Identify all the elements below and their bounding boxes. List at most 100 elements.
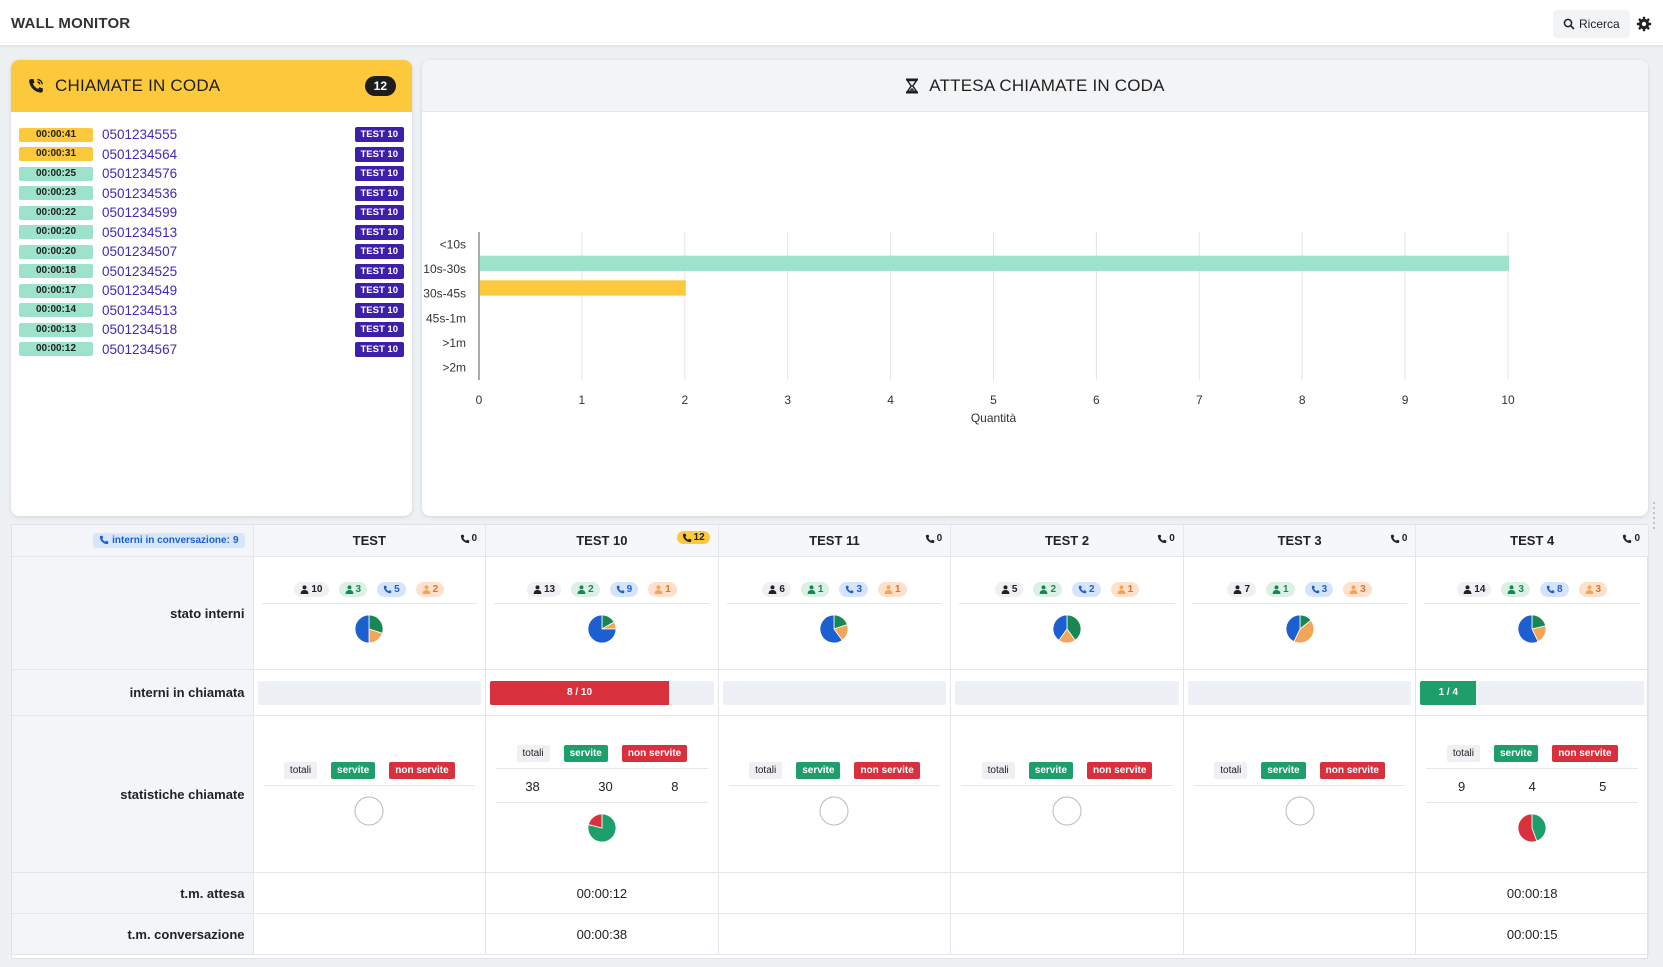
- agents-total-badge-value: 13: [543, 584, 556, 595]
- queue-tag: TEST 10: [354, 224, 404, 240]
- calls-unserved-value: 5: [1599, 779, 1607, 794]
- calls-total-value: 38: [525, 779, 540, 794]
- row-label-chiamata: interni in chiamata: [12, 669, 254, 716]
- call-stats-pie-wrap: [951, 786, 1183, 826]
- call-stats-pie-wrap: [486, 803, 718, 843]
- caller-number[interactable]: 0501234567: [102, 341, 178, 357]
- agents-pie-wrap: [951, 604, 1183, 644]
- avg-wait-cell: [718, 872, 952, 914]
- call-stats-divider: [1193, 785, 1406, 786]
- calls-unserved-label: non servite: [621, 745, 688, 762]
- caller-number[interactable]: 0501234564: [102, 146, 178, 162]
- in-conversation-count: 9: [232, 534, 239, 546]
- queued-call-row[interactable]: 00:00:20 0501234513 TEST 10: [19, 223, 404, 243]
- queued-call-row[interactable]: 00:00:22 0501234599 TEST 10: [19, 203, 404, 223]
- queue-card-header: CHIAMATE IN CODA 12: [11, 60, 412, 112]
- calls-unserved-label: non servite: [854, 762, 920, 779]
- agents-total-badge-value: 5: [1011, 584, 1018, 595]
- user-icon: [577, 585, 586, 594]
- agents-free-badge-value: 1: [817, 584, 824, 595]
- queued-call-row[interactable]: 00:00:20 0501234507 TEST 10: [19, 242, 404, 262]
- agents-in-call-cell: 1 / 4: [1415, 669, 1649, 716]
- call-stats-pie-wrap: [719, 786, 951, 826]
- wait-time-badge: 00:00:22: [19, 205, 93, 220]
- gear-icon[interactable]: [1636, 16, 1652, 32]
- queue-column-header[interactable]: TEST 0: [253, 525, 487, 557]
- call-stats-values: 9 4 5: [1426, 768, 1638, 803]
- agents-in-call-fill: 1 / 4: [1420, 680, 1477, 705]
- agents-free-badge-value: 3: [355, 584, 362, 595]
- queue-column-header[interactable]: TEST 3 0: [1183, 525, 1417, 557]
- phone-icon: [1311, 585, 1319, 594]
- pie-slice: [1052, 614, 1068, 641]
- avg-wait-cell: [1183, 872, 1417, 914]
- agents-in-call-cell: [950, 669, 1184, 716]
- phone-icon: [616, 585, 624, 594]
- queue-name: TEST 10: [576, 533, 628, 548]
- queued-call-row[interactable]: 00:00:31 0501234564 TEST 10: [19, 145, 404, 165]
- caller-number[interactable]: 0501234518: [102, 322, 178, 338]
- queued-call-row[interactable]: 00:00:14 0501234513 TEST 10: [19, 301, 404, 321]
- agents-free-badge-value: 2: [1050, 584, 1057, 595]
- caller-number[interactable]: 0501234507: [102, 244, 178, 260]
- queued-call-row[interactable]: 00:00:12 0501234567 TEST 10: [19, 340, 404, 360]
- user-icon: [345, 585, 353, 594]
- agents-busy-badge-value: 3: [1360, 584, 1366, 595]
- queue-list: 00:00:41 0501234555 TEST 10 00:00:31 0501234…: [11, 112, 412, 359]
- wait-chart-card: ATTESA CHIAMATE IN CODA 0 1 2 3 4 5 6 7 8 9 10 <10s…: [422, 60, 1648, 516]
- queue-name: TEST 4: [1510, 533, 1555, 548]
- queued-calls-value: 12: [693, 532, 705, 543]
- caller-number[interactable]: 0501234525: [102, 263, 178, 279]
- wait-time-badge: 00:00:17: [19, 283, 93, 298]
- caller-number[interactable]: 0501234555: [102, 127, 178, 143]
- x-tick-label: 6: [1093, 393, 1100, 407]
- queued-call-row[interactable]: 00:00:41 0501234555 TEST 10: [19, 125, 404, 145]
- x-tick-label: 0: [476, 393, 483, 407]
- pie-slice: [354, 614, 370, 644]
- caller-number[interactable]: 0501234576: [102, 166, 178, 182]
- queue-tag: TEST 10: [354, 127, 404, 143]
- queue-column-header[interactable]: TEST 4 0: [1415, 525, 1649, 557]
- queued-call-row[interactable]: 00:00:13 0501234518 TEST 10: [19, 320, 404, 340]
- caller-number[interactable]: 0501234513: [102, 302, 178, 318]
- wait-time-badge: 00:00:31: [19, 147, 93, 162]
- queue-tag: TEST 10: [354, 146, 404, 162]
- wait-bar-chart: 0 1 2 3 4 5 6 7 8 9 10 <10s 10s-30s 30s-45s 45s-1m >1m >…: [423, 232, 1515, 425]
- queue-column-header[interactable]: TEST 10 12: [485, 525, 719, 557]
- call-stats-cell: totali servite non servite 38 30 8: [485, 715, 719, 873]
- queued-call-row[interactable]: 00:00:18 0501234525 TEST 10: [19, 262, 404, 282]
- agents-total-badge-value: 7: [1244, 584, 1251, 595]
- queue-name: TEST 2: [1044, 533, 1090, 548]
- user-icon: [884, 585, 893, 594]
- agents-busy-badge-value: 1: [895, 584, 901, 595]
- agents-in-call-cell: [718, 669, 952, 716]
- agents-calling-badge: 3: [1304, 582, 1334, 597]
- queue-column-header[interactable]: TEST 11 0: [718, 525, 952, 557]
- resize-handle[interactable]: [1651, 500, 1657, 534]
- agents-status-pie: [354, 614, 384, 644]
- agents-free-badge-value: 3: [1518, 584, 1524, 595]
- queued-call-row[interactable]: 00:00:17 0501234549 TEST 10: [19, 281, 404, 301]
- queued-call-row[interactable]: 00:00:23 0501234536 TEST 10: [19, 184, 404, 204]
- pie-slice: [1531, 813, 1547, 842]
- agents-free-badge: 2: [1033, 582, 1063, 597]
- search-button[interactable]: Ricerca: [1553, 10, 1630, 38]
- empty-pie: [1285, 796, 1315, 826]
- phone-icon: [100, 536, 109, 545]
- agents-total-badge: 13: [526, 582, 562, 597]
- wait-time-badge: 00:00:20: [19, 244, 93, 259]
- caller-number[interactable]: 0501234536: [102, 185, 178, 201]
- calls-served-label: servite: [1493, 745, 1539, 762]
- queued-call-row[interactable]: 00:00:25 0501234576 TEST 10: [19, 164, 404, 184]
- agents-status-pie: [1517, 614, 1547, 644]
- calls-served-value: 4: [1528, 779, 1536, 794]
- user-icon: [1001, 585, 1010, 594]
- pie-slice: [587, 614, 617, 644]
- agents-pie-wrap: [1184, 604, 1416, 644]
- agents-in-call-cell: [253, 669, 487, 716]
- caller-number[interactable]: 0501234599: [102, 205, 178, 221]
- caller-number[interactable]: 0501234513: [102, 224, 178, 240]
- caller-number[interactable]: 0501234549: [102, 283, 178, 299]
- y-tick-label: <10s: [440, 237, 466, 251]
- queue-column-header[interactable]: TEST 2 0: [950, 525, 1184, 557]
